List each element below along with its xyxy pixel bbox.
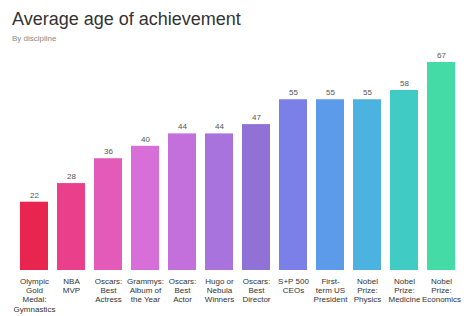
svg-text:NobelPrize:Economics: NobelPrize:Economics xyxy=(422,277,461,304)
svg-text:55: 55 xyxy=(326,88,335,97)
svg-text:NBAMVP: NBAMVP xyxy=(63,277,81,295)
svg-text:Oscars:BestDirector: Oscars:BestDirector xyxy=(242,277,270,304)
svg-text:S+P 500CEOs: S+P 500CEOs xyxy=(278,277,309,295)
svg-text:Grammys:Album ofthe Year: Grammys:Album ofthe Year xyxy=(127,277,164,304)
svg-text:47: 47 xyxy=(252,113,261,122)
svg-text:55: 55 xyxy=(363,88,372,97)
svg-text:OlympicGoldMedal:Gymnastics: OlympicGoldMedal:Gymnastics xyxy=(14,277,56,314)
svg-text:36: 36 xyxy=(104,147,113,156)
svg-text:44: 44 xyxy=(215,122,224,131)
svg-text:67: 67 xyxy=(437,51,446,60)
svg-text:28: 28 xyxy=(67,172,76,181)
html-text:Average age of achievement: Average age of achievement xyxy=(12,9,241,29)
svg-text:22: 22 xyxy=(30,191,39,200)
svg-text:NobelPrize:Medicine: NobelPrize:Medicine xyxy=(388,277,421,304)
svg-text:Oscars:BestActress: Oscars:BestActress xyxy=(95,277,123,304)
svg-text:Hugo orNebulaWinners: Hugo orNebulaWinners xyxy=(205,277,234,304)
svg-text:NobelPrize:Physics: NobelPrize:Physics xyxy=(354,277,382,304)
svg-text:First-term USPresident: First-term USPresident xyxy=(314,277,349,304)
svg-text:55: 55 xyxy=(289,88,298,97)
html-text:By discipline: By discipline xyxy=(12,34,57,43)
svg-text:44: 44 xyxy=(178,122,187,131)
svg-text:40: 40 xyxy=(141,135,150,144)
svg-text:58: 58 xyxy=(400,79,409,88)
svg-text:Oscars:BestActor: Oscars:BestActor xyxy=(169,277,197,304)
